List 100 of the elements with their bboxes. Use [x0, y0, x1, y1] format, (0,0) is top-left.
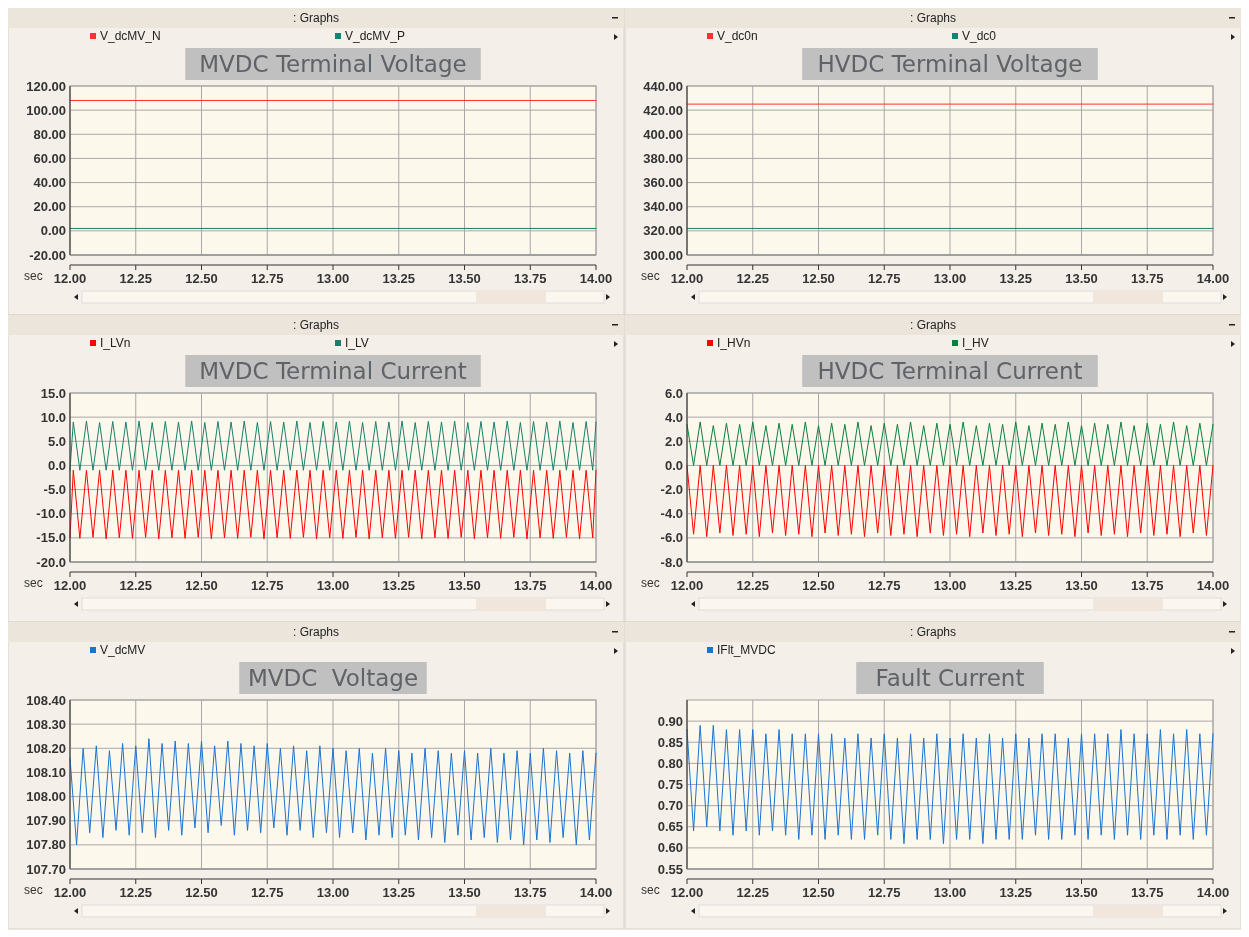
- y-tick-label: 320.00: [643, 223, 683, 239]
- x-tick-label: 12.75: [250, 578, 284, 593]
- y-tick-label: 108.00: [26, 789, 66, 805]
- line-series: [69, 469, 597, 540]
- x-axis-title: sec: [641, 269, 660, 283]
- x-tick-label: 12.25: [119, 578, 153, 593]
- x-axis-title: sec: [24, 269, 43, 283]
- y-tick-label: 5.0: [47, 433, 66, 449]
- x-tick-label: 12.25: [736, 271, 770, 286]
- x-tick-label: 14.00: [1196, 885, 1230, 900]
- y-tick-label: 120.00: [26, 78, 66, 94]
- chart-subtitle: : Graphs: [292, 11, 340, 25]
- y-tick-label: -5.0: [43, 482, 66, 498]
- x-tick-label: 13.00: [316, 271, 350, 286]
- y-tick-label: 440.00: [643, 78, 683, 94]
- x-tick-label: 12.00: [670, 885, 704, 900]
- y-tick-label: 0.60: [657, 840, 683, 856]
- x-tick-label: 12.50: [802, 885, 835, 900]
- line-series: [686, 464, 1214, 538]
- x-tick-label: 14.00: [1196, 271, 1230, 286]
- x-tick-label: 12.25: [119, 271, 153, 286]
- x-tick-label: 12.50: [185, 885, 218, 900]
- legend-label: I_HVn: [717, 336, 751, 350]
- x-tick-label: 13.75: [1130, 578, 1164, 593]
- x-tick-label: 13.00: [933, 885, 967, 900]
- x-tick-label: 14.00: [579, 885, 613, 900]
- x-tick-label: 14.00: [1196, 578, 1230, 593]
- x-tick-label: 13.50: [1065, 578, 1098, 593]
- x-tick-label: 13.00: [316, 885, 350, 900]
- y-tick-label: 107.80: [26, 837, 66, 853]
- x-axis-title: sec: [24, 576, 43, 590]
- x-tick-label: 12.00: [53, 578, 87, 593]
- y-tick-label: 0.80: [657, 755, 683, 771]
- x-tick-label: 12.75: [867, 578, 901, 593]
- line-series: [69, 420, 597, 471]
- y-tick-label: 100.00: [26, 102, 66, 118]
- y-tick-label: 108.20: [26, 740, 66, 756]
- chart-subtitle: : Graphs: [909, 318, 957, 332]
- x-tick-label: 12.75: [250, 271, 284, 286]
- x-axis-title: sec: [24, 883, 43, 897]
- y-tick-label: -2.0: [660, 482, 683, 498]
- x-tick-label: 13.75: [513, 271, 547, 286]
- y-tick-label: 20.00: [33, 199, 66, 215]
- legend-label: V_dcMV_P: [345, 29, 406, 43]
- x-tick-label: 13.25: [382, 578, 416, 593]
- y-tick-label: 4.0: [664, 409, 683, 425]
- x-tick-label: 12.75: [867, 271, 901, 286]
- chart-title: Fault Current: [875, 665, 1025, 691]
- line-series: [69, 738, 597, 846]
- x-tick-label: 12.00: [53, 271, 87, 286]
- x-tick-label: 12.00: [53, 885, 87, 900]
- y-tick-label: 0.85: [657, 734, 683, 750]
- chart-subtitle: : Graphs: [292, 625, 340, 639]
- legend-label: V_dc0n: [717, 29, 758, 43]
- y-tick-label: 400.00: [643, 126, 683, 142]
- y-tick-label: -4.0: [660, 506, 683, 522]
- legend-label: I_LVn: [100, 336, 131, 350]
- chart-subtitle: : Graphs: [909, 625, 957, 639]
- x-tick-label: 13.50: [448, 885, 481, 900]
- x-tick-label: 13.75: [513, 578, 547, 593]
- x-tick-label: 13.25: [999, 271, 1033, 286]
- line-series: [686, 724, 1214, 845]
- y-tick-label: -6.0: [660, 530, 683, 546]
- y-tick-label: 340.00: [643, 199, 683, 215]
- x-tick-label: 12.75: [867, 885, 901, 900]
- y-tick-label: -10.0: [36, 506, 66, 522]
- x-tick-label: 14.00: [579, 578, 613, 593]
- y-tick-label: 6.0: [664, 385, 683, 401]
- chart-title: MVDC Voltage: [247, 665, 419, 691]
- y-tick-label: 360.00: [643, 175, 683, 191]
- chart-title: MVDC Terminal Voltage: [199, 51, 467, 77]
- x-tick-label: 13.50: [448, 271, 481, 286]
- chart-subtitle: : Graphs: [909, 11, 957, 25]
- y-tick-label: 0.65: [657, 819, 683, 835]
- y-tick-label: 0.0: [664, 457, 683, 473]
- chart-subtitle: : Graphs: [292, 318, 340, 332]
- x-tick-label: 13.75: [513, 885, 547, 900]
- x-tick-label: 13.50: [1065, 271, 1098, 286]
- y-tick-label: 300.00: [643, 247, 683, 263]
- y-tick-label: 15.0: [40, 385, 66, 401]
- x-tick-label: 12.50: [802, 578, 835, 593]
- x-axis-title: sec: [641, 883, 660, 897]
- x-tick-label: 14.00: [579, 271, 613, 286]
- y-tick-label: 107.70: [26, 861, 66, 877]
- y-tick-label: 10.0: [40, 409, 66, 425]
- y-tick-label: 108.30: [26, 716, 66, 732]
- y-tick-label: 0.0: [47, 457, 66, 473]
- x-tick-label: 12.00: [670, 578, 704, 593]
- y-tick-label: 380.00: [643, 150, 683, 166]
- x-tick-label: 12.50: [185, 578, 218, 593]
- line-series: [686, 421, 1214, 466]
- x-tick-label: 12.50: [185, 271, 218, 286]
- y-tick-label: 80.00: [33, 126, 66, 142]
- y-tick-label: 60.00: [33, 150, 66, 166]
- legend-label: V_dcMV: [100, 643, 146, 657]
- x-tick-label: 12.75: [250, 885, 284, 900]
- y-tick-label: -15.0: [36, 530, 66, 546]
- chart-title: HVDC Terminal Voltage: [817, 51, 1083, 77]
- x-tick-label: 13.25: [382, 271, 416, 286]
- y-tick-label: 420.00: [643, 102, 683, 118]
